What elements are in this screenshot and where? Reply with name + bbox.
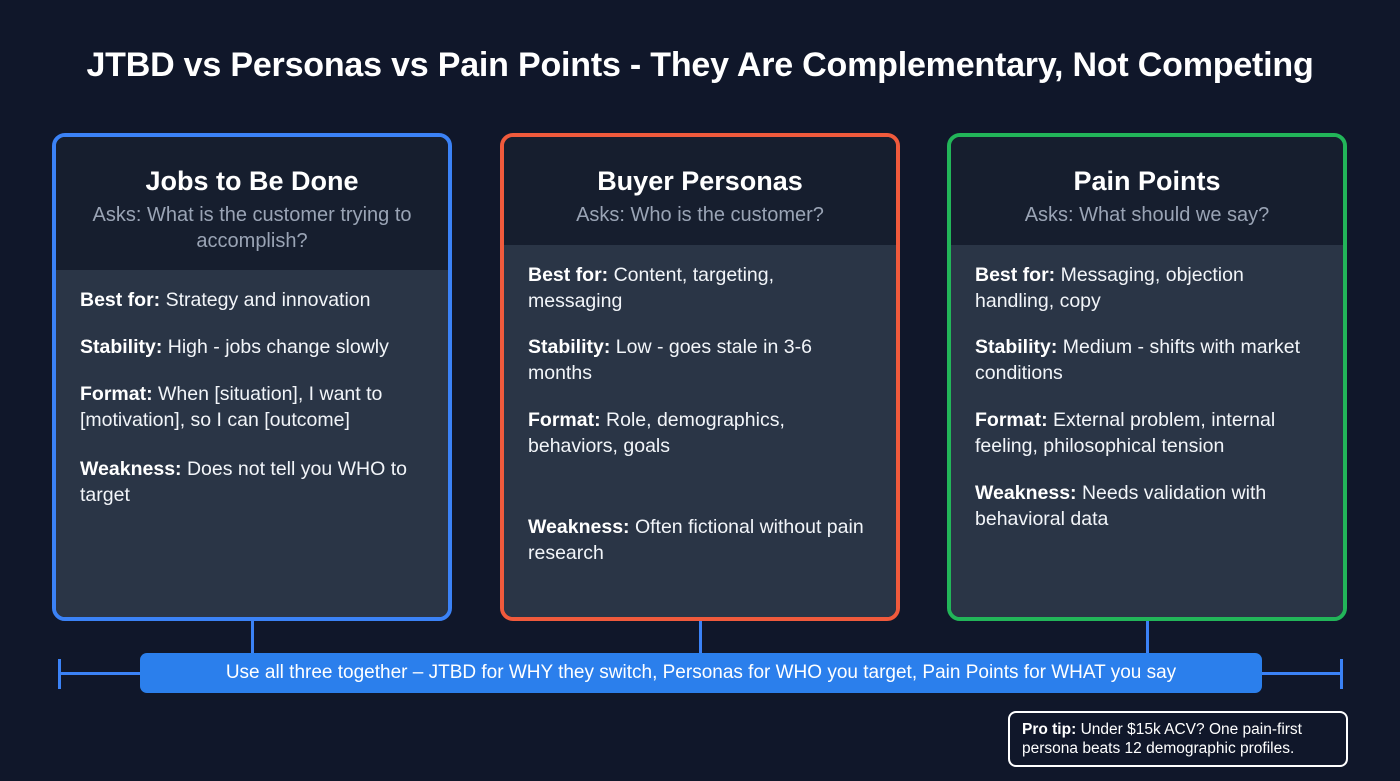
attribute-label: Format:: [975, 409, 1048, 432]
attribute-stability: Stability: Medium - shifts with market c…: [975, 335, 1319, 387]
attribute-value: Messaging, objection handling, copy: [975, 263, 1244, 312]
attribute-label: Stability:: [975, 336, 1058, 359]
comparison-card-jobs-to-be-done: Jobs to Be Done Asks: What is the custom…: [52, 133, 452, 621]
bracket-cap-right: [1340, 659, 1343, 689]
pro-tip-label: Pro tip:: [1022, 720, 1077, 738]
comparison-card-buyer-personas: Buyer Personas Asks: Who is the customer…: [500, 133, 900, 621]
pro-tip-body: Under $15k ACV? One pain-first persona b…: [1022, 720, 1302, 757]
pro-tip-box: Pro tip: Under $15k ACV? One pain-first …: [1008, 711, 1348, 767]
connector-line-card-2: [699, 621, 702, 656]
card-title: Pain Points: [1073, 166, 1221, 196]
card-header: Buyer Personas Asks: Who is the customer…: [504, 137, 896, 245]
attribute-value: Often fictional without pain research: [528, 516, 864, 565]
attribute-format: Format: External problem, internal feeli…: [975, 408, 1319, 460]
connector-line-right: [1259, 672, 1343, 675]
comparison-card-pain-points: Pain Points Asks: What should we say? Be…: [947, 133, 1347, 621]
attribute-weakness: Weakness: Often fictional without pain r…: [528, 515, 872, 567]
attribute-stability: Stability: Low - goes stale in 3-6 month…: [528, 335, 872, 387]
attribute-value: Needs validation with behavioral data: [975, 482, 1267, 531]
card-body: Best for: Messaging, objection handling,…: [951, 244, 1343, 617]
card-question: Asks: What is the customer trying to acc…: [92, 204, 412, 252]
attribute-value: Role, demographics, behaviors, goals: [528, 409, 785, 458]
summary-banner-text: Use all three together – JTBD for WHY th…: [225, 662, 1177, 683]
attribute-label: Best for:: [528, 263, 609, 286]
attribute-best-for: Best for: Messaging, objection handling,…: [975, 263, 1319, 315]
attribute-value: Strategy and innovation: [165, 289, 371, 312]
attribute-format: Format: Role, demographics, behaviors, g…: [528, 408, 872, 460]
attribute-label: Format:: [80, 383, 153, 406]
card-header: Pain Points Asks: What should we say?: [951, 137, 1343, 245]
attribute-label: Weakness:: [975, 482, 1077, 505]
attribute-best-for: Best for: Content, targeting, messaging: [528, 263, 872, 315]
attribute-value: High - jobs change slowly: [167, 336, 389, 359]
card-question: Asks: Who is the customer?: [576, 204, 824, 227]
connector-line-card-3: [1146, 621, 1149, 656]
attribute-label: Best for:: [975, 263, 1056, 286]
card-body: Best for: Strategy and innovation Stabil…: [56, 270, 448, 617]
attribute-value: Content, targeting, messaging: [528, 263, 775, 312]
attribute-weakness: Weakness: Needs validation with behavior…: [975, 481, 1319, 533]
attribute-stability: Stability: High - jobs change slowly: [80, 335, 424, 361]
attribute-value: External problem, internal feeling, phil…: [975, 409, 1276, 458]
attribute-value: Low - goes stale in 3-6 months: [528, 336, 812, 385]
attribute-label: Weakness:: [80, 457, 182, 480]
card-header: Jobs to Be Done Asks: What is the custom…: [56, 137, 448, 271]
card-title: Buyer Personas: [597, 166, 803, 196]
attribute-label: Format:: [528, 409, 601, 432]
connector-line-card-1: [251, 621, 254, 656]
attribute-label: Stability:: [80, 336, 163, 359]
attribute-best-for: Best for: Strategy and innovation: [80, 288, 424, 314]
summary-banner: Use all three together – JTBD for WHY th…: [140, 653, 1262, 693]
bracket-cap-left: [58, 659, 61, 689]
attribute-label: Weakness:: [528, 516, 630, 539]
page-title: JTBD vs Personas vs Pain Points - They A…: [86, 46, 1314, 84]
card-body: Best for: Content, targeting, messaging …: [504, 244, 896, 617]
attribute-value: When [situation], I want to [motivation]…: [80, 383, 383, 431]
card-title: Jobs to Be Done: [145, 166, 359, 196]
pro-tip-text: Pro tip: Under $15k ACV? One pain-first …: [1022, 720, 1334, 759]
attribute-weakness: Weakness: Does not tell you WHO to targe…: [80, 457, 424, 509]
attribute-format: Format: When [situation], I want to [mot…: [80, 382, 424, 434]
attribute-value: Medium - shifts with market conditions: [975, 336, 1301, 385]
attribute-label: Stability:: [528, 336, 611, 359]
card-question: Asks: What should we say?: [1024, 204, 1270, 227]
connector-line-left: [58, 672, 144, 675]
attribute-value: Does not tell you WHO to target: [80, 457, 407, 506]
attribute-label: Best for:: [80, 289, 161, 312]
